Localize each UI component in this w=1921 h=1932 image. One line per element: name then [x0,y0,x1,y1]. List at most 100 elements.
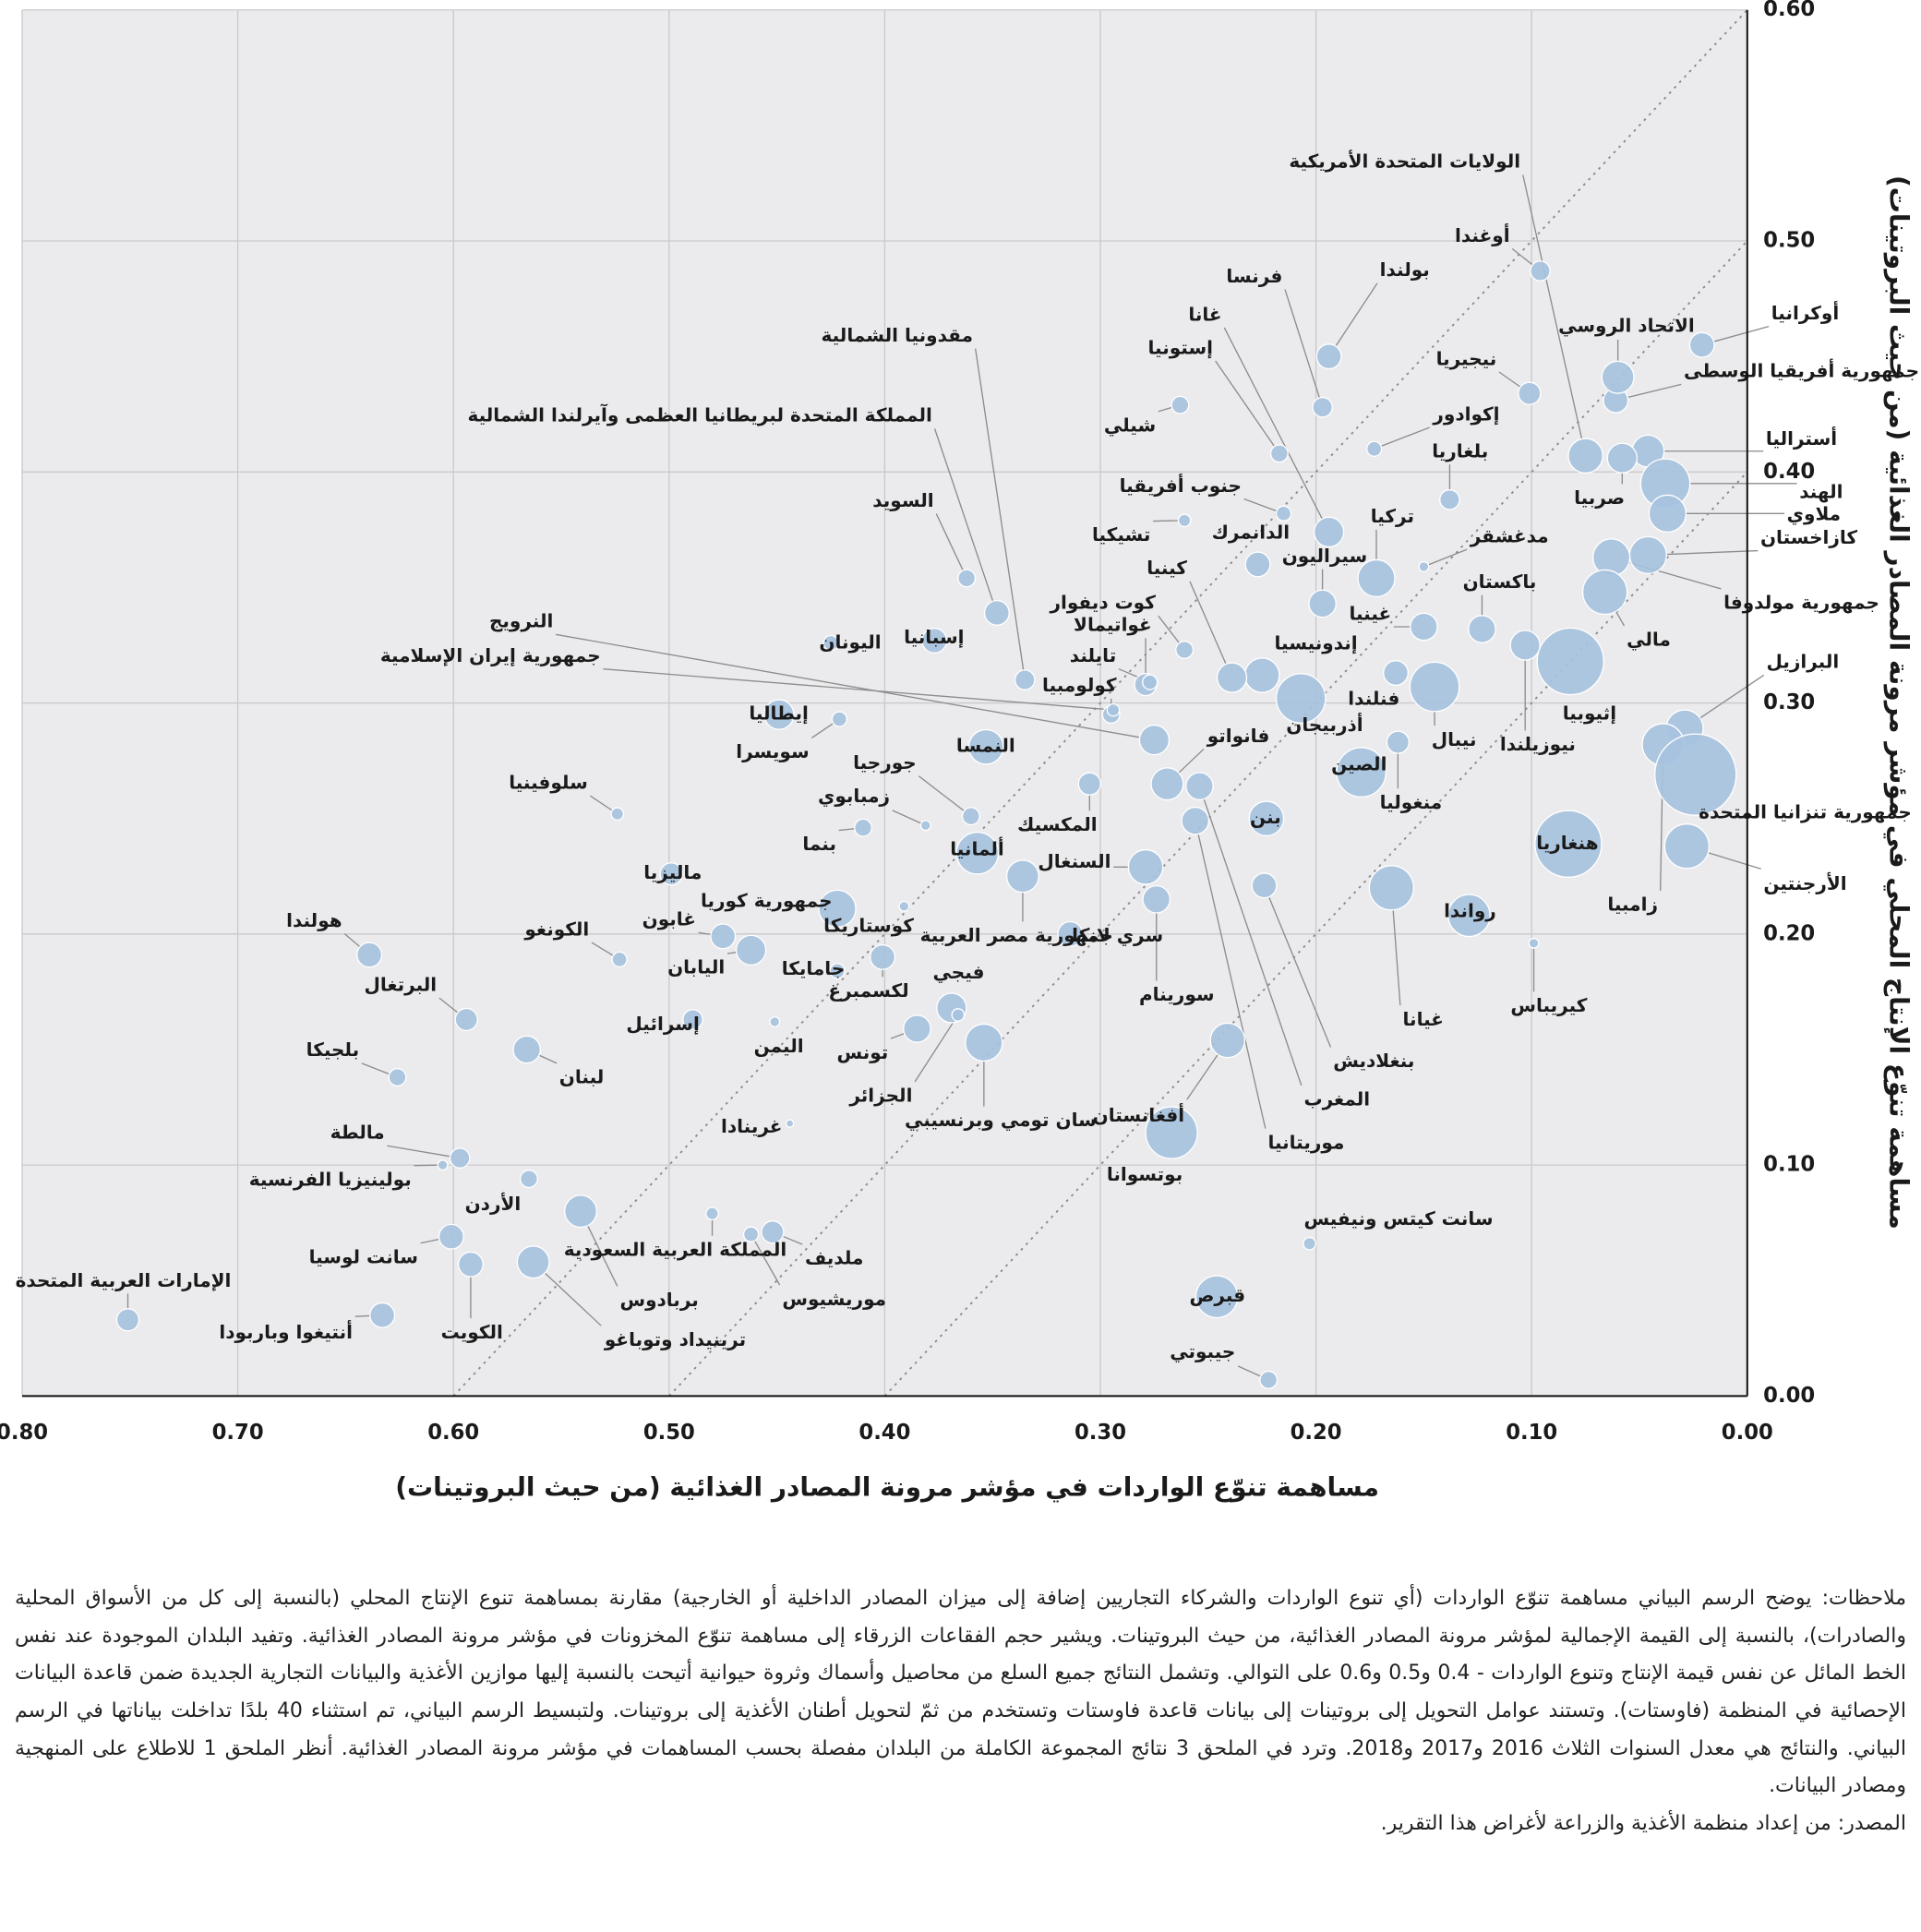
point-label: جمهورية أفريقيا الوسطى [1684,358,1919,382]
point-label: جمهورية مولدوفا [1723,592,1879,614]
bubble [1142,884,1171,914]
bubble [1209,1022,1246,1059]
point-label: زامبيا [1607,894,1658,916]
bubble [1106,702,1121,717]
bubble [961,807,980,826]
point-label: غابون [642,908,696,930]
point-label: المملكة المتحدة لبريطانيا العظمى وآيرلند… [467,403,931,426]
point-label: رواندا [1444,899,1496,921]
point-labels: أوكرانيا جمهورية أفريقيا الوسطى الاتحاد ال… [16,150,1920,1363]
bubble [1628,535,1668,575]
point-label: فانواتو [1207,725,1270,747]
bubble [611,951,628,968]
leader-line [1158,615,1180,644]
point-label: هنغاريا [1536,832,1598,854]
bubble [742,1226,760,1242]
leader-line [1223,327,1323,520]
bubble [1663,823,1711,870]
bubble [1383,660,1410,687]
leader-line [1284,289,1321,399]
leader-line [698,931,712,936]
point-label: تونس [836,1041,888,1063]
point-label: بنما [802,833,836,855]
leader-line [935,513,964,571]
point-label: منغوليا [1380,791,1443,813]
leader-line [354,1314,370,1317]
leader-line [590,795,613,811]
diagonals [452,9,1748,1398]
point-label: جمهورية كوريا [701,890,833,912]
chart: أوكرانيا جمهورية أفريقيا الوسطى الاتحاد ال… [0,0,1920,1503]
point-label: السنغال [1038,850,1111,872]
bubble [438,1223,464,1250]
point-label: مقدونيا الشمالية [822,324,973,346]
bubble [983,599,1010,626]
bubble [1138,724,1171,756]
point-label: ألمانيا [950,836,1004,860]
leader-line [438,997,459,1014]
leader-line [1708,852,1761,870]
point-label: إيطاليا [749,702,809,725]
point-label: ملديف [805,1247,863,1269]
point-label: البرتغال [364,973,437,995]
point-label: إسبانيا [904,626,964,648]
bubble [769,1015,781,1027]
bubble [1365,440,1383,457]
point-label: فنلندا [1348,688,1399,710]
bubble [1181,806,1210,835]
bubble [1185,772,1214,801]
point-label: البرازيل [1766,651,1839,673]
point-label: جنوب أفريقيا [1120,473,1242,497]
point-label: أنتيغوا وباربودا [219,1319,353,1343]
point-label: لبنان [559,1066,604,1088]
leader-line [1189,581,1227,665]
bubble [1648,494,1687,534]
leader-line [587,1225,618,1287]
point-label: سان تومي وبرنسيبي [905,1109,1097,1132]
leader-line [726,951,737,954]
leader-line [975,348,1025,671]
bubbles [115,260,1737,1389]
bubble [1688,331,1715,358]
point-label: ماليزيا [643,861,702,883]
bubble [1518,381,1542,405]
point-label: سانت كيتس ونيفيس [1303,1207,1493,1230]
diagonal-line [668,240,1748,1398]
bubble [903,1014,931,1043]
point-label: بنغلاديش [1333,1050,1414,1072]
leader-line [1335,282,1378,347]
bubble [1386,730,1411,754]
leader-line [1178,748,1205,774]
bubble [356,942,383,968]
point-label: أوكرانيا [1771,300,1839,324]
point-label: تشيكيا [1092,523,1150,546]
bubble [1195,1275,1239,1319]
point-label: الولايات المتحدة الأمريكية [1289,150,1520,173]
bubble [967,728,1004,765]
point-label: ملاوي [1787,503,1841,526]
bubble [1150,767,1184,801]
point-label: المغرب [1303,1088,1370,1110]
point-label: موريتانيا [1267,1131,1344,1153]
point-label: النرويج [489,610,553,632]
bubble [955,831,1000,875]
point-label: سري لانكا [1072,924,1163,947]
leader-line [361,1062,390,1075]
bubble [854,818,873,837]
bubble [1468,615,1496,643]
leader-lines [126,174,1797,1377]
leader-line [1392,909,1401,1006]
leader-line [544,1272,602,1326]
bubble [1439,488,1460,510]
bubble [1244,551,1271,578]
point-label: سانت لوسيا [309,1245,418,1267]
bubble [1509,630,1541,661]
leader-line [1153,520,1179,522]
point-label: بلغاريا [1432,439,1488,462]
bubble [519,1170,538,1189]
point-label: باكستان [1463,570,1537,593]
bubble [1312,396,1333,418]
point-label: سويسرا [736,740,809,762]
bubble [705,1206,719,1221]
